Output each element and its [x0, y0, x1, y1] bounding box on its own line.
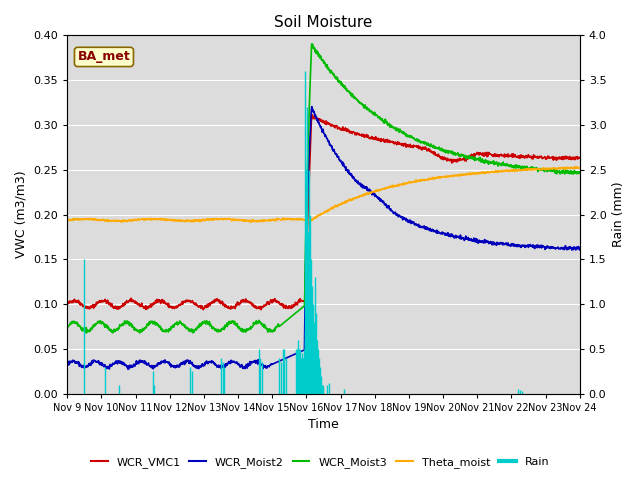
- Title: Soil Moisture: Soil Moisture: [275, 15, 372, 30]
- X-axis label: Time: Time: [308, 419, 339, 432]
- Y-axis label: Rain (mm): Rain (mm): [612, 182, 625, 247]
- Legend: WCR_VMC1, WCR_Moist2, WCR_Moist3, Theta_moist, Rain: WCR_VMC1, WCR_Moist2, WCR_Moist3, Theta_…: [86, 452, 554, 472]
- Y-axis label: VWC (m3/m3): VWC (m3/m3): [15, 171, 28, 258]
- Text: BA_met: BA_met: [77, 50, 131, 63]
